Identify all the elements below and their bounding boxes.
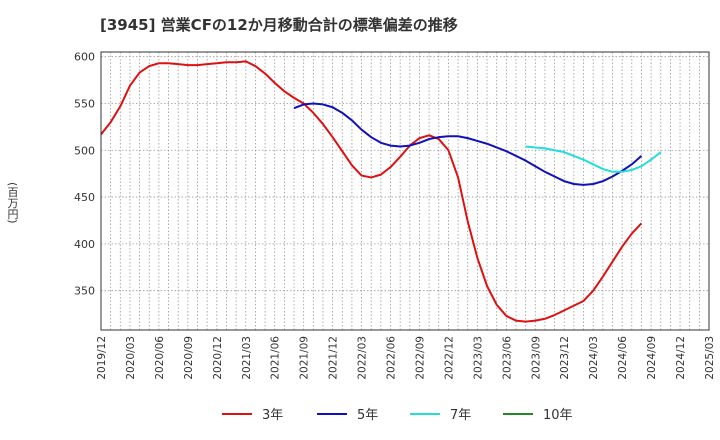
x-tick-label: 2022/06 <box>386 336 398 380</box>
y-tick-labels: 350 400 450 500 550 600 <box>74 51 95 298</box>
x-tick-label: 2023/06 <box>501 336 513 380</box>
x-tick-label: 2021/12 <box>328 336 340 380</box>
legend-item-5年: 5年 <box>317 408 378 423</box>
y-axis-label: (百万円) <box>6 182 19 224</box>
y-tick-label: 400 <box>74 238 95 251</box>
plot-frame <box>100 51 710 331</box>
x-tick-label: 2021/03 <box>241 336 253 380</box>
chart-title: [3945] 営業CFの12か月移動合計の標準偏差の推移 <box>100 16 458 34</box>
x-tick-label: 2022/09 <box>414 336 426 380</box>
series-line-3年 <box>100 60 643 323</box>
legend-label: 7年 <box>450 408 471 423</box>
y-tick-label: 600 <box>74 51 95 64</box>
x-tick-label: 2024/03 <box>588 336 600 380</box>
series-line-7年 <box>525 145 662 173</box>
x-tick-labels: 2019/12 2020/03 2020/06 2020/09 2020/12 2021/… <box>96 336 716 380</box>
series-line-5年 <box>293 102 643 186</box>
x-tick-label: 2024/09 <box>646 336 658 380</box>
legend: 3年 5年 7年 10年 <box>222 408 573 423</box>
x-tick-label: 2020/09 <box>183 336 195 380</box>
legend-label: 5年 <box>357 408 378 423</box>
y-tick-label: 450 <box>74 191 95 204</box>
y-tick-label: 350 <box>74 285 95 298</box>
y-tick-label: 550 <box>74 97 95 110</box>
x-tick-label: 2020/03 <box>125 336 137 380</box>
grid <box>100 52 710 330</box>
x-tick-label: 2024/12 <box>675 336 687 380</box>
x-tick-label: 2023/09 <box>530 336 542 380</box>
legend-item-3年: 3年 <box>222 408 283 423</box>
x-tick-label: 2022/03 <box>357 336 369 380</box>
x-tick-label: 2020/06 <box>154 336 166 380</box>
x-tick-label: 2021/09 <box>299 336 311 380</box>
legend-item-7年: 7年 <box>410 408 471 423</box>
x-tick-label: 2023/03 <box>472 336 484 380</box>
plot-frame-rect <box>100 51 710 331</box>
legend-label: 3年 <box>262 408 283 423</box>
x-tick-label: 2022/12 <box>443 336 455 380</box>
x-tick-label: 2020/12 <box>212 336 224 380</box>
legend-label: 10年 <box>543 408 573 423</box>
x-tick-label: 2024/06 <box>617 336 629 380</box>
x-tick-label: 2025/03 <box>704 336 716 380</box>
x-tick-label: 2021/06 <box>270 336 282 380</box>
series-layer <box>100 60 662 323</box>
x-tick-label: 2023/12 <box>559 336 571 380</box>
legend-item-10年: 10年 <box>503 408 573 423</box>
x-tick-label: 2019/12 <box>96 336 108 380</box>
y-tick-label: 500 <box>74 144 95 157</box>
